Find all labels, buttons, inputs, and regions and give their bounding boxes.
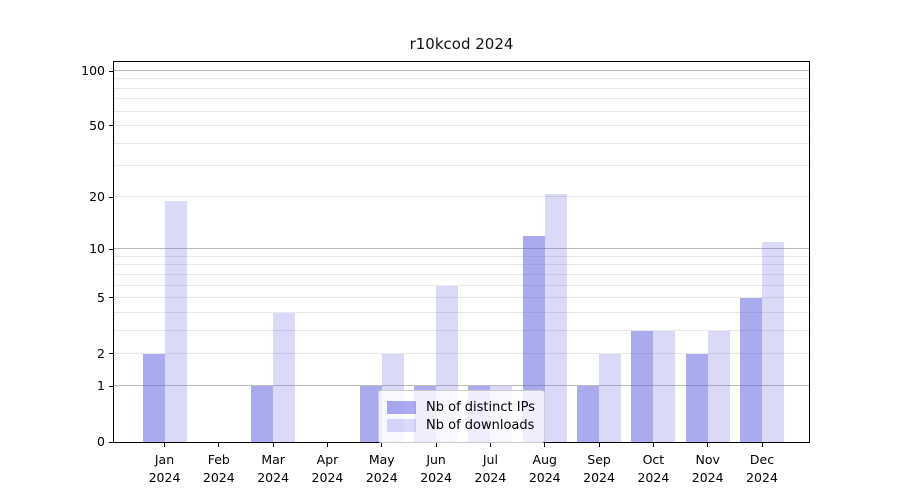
bar-nov-downloads [707,330,730,442]
minor-gridline [114,110,809,112]
y-tick-label: 10 [89,241,105,257]
bar-sep-ips [577,386,600,442]
x-tick-label-jun: Jun 2024 [420,452,452,486]
bar-nov-ips [685,353,708,442]
x-tick-label-mar: Mar 2024 [257,452,290,486]
bar-dec-downloads [762,242,785,442]
chart-title: r10kcod 2024 [409,35,514,53]
x-tick-label-nov: Nov 2024 [691,452,724,486]
minor-gridline [114,352,809,354]
plot-area: Nb of distinct IPs Nb of downloads [113,61,810,443]
bar-sep-downloads [599,353,622,442]
minor-gridline [114,142,809,144]
x-tick-mark [761,443,763,447]
legend-entry-downloads: Nb of downloads [387,418,535,433]
minor-gridline [114,311,809,313]
x-tick-label-aug: Aug 2024 [528,452,561,486]
y-tick-label: 100 [81,63,105,79]
legend-swatch-distinct-ips [387,401,416,414]
bar-dec-ips [740,297,763,442]
y-tick-mark [109,248,113,250]
y-tick-label: 20 [89,189,105,205]
minor-gridline [114,255,809,257]
minor-gridline [114,78,809,80]
x-tick-mark [435,443,437,447]
y-tick-mark [109,196,113,198]
legend-swatch-downloads [387,419,416,432]
y-tick-mark [109,297,113,299]
x-tick-label-may: May 2024 [365,452,398,486]
major-gridline [114,70,809,72]
y-tick-mark [109,125,113,127]
x-tick-label-sep: Sep 2024 [583,452,615,486]
x-tick-mark [489,443,491,447]
x-tick-mark [164,443,165,447]
x-tick-mark [652,443,654,447]
minor-gridline [114,296,809,298]
x-tick-mark [598,443,600,447]
minor-gridline [114,196,809,198]
y-tick-mark [109,353,113,355]
x-tick-mark [707,443,709,447]
minor-gridline [114,87,809,89]
chart-legend: Nb of distinct IPs Nb of downloads [378,390,545,443]
x-tick-mark [544,443,546,447]
major-gridline [114,248,809,250]
bar-aug-downloads [544,193,567,442]
x-tick-mark [272,443,274,447]
y-tick-label: 0 [97,434,105,449]
x-tick-label-dec: Dec 2024 [746,452,778,486]
y-tick-label: 50 [89,117,105,133]
minor-gridline [114,284,809,286]
bar-mar-ips [251,386,274,442]
x-tick-label-oct: Oct 2024 [637,452,670,486]
minor-gridline [114,273,809,275]
x-tick-label-apr: Apr 2024 [311,452,344,486]
x-tick-label-feb: Feb 2024 [202,452,235,486]
bar-oct-downloads [653,330,676,442]
y-tick-mark [109,70,113,72]
x-tick-label-jan: Jan 2024 [148,452,181,486]
bar-jan-ips [142,353,165,442]
x-tick-mark [218,443,220,447]
x-tick-label-jul: Jul 2024 [474,452,507,486]
legend-label-distinct-ips: Nb of distinct IPs [426,400,535,415]
legend-label-downloads: Nb of downloads [426,418,535,433]
y-tick-label: 5 [97,289,105,305]
bar-oct-ips [631,330,654,442]
minor-gridline [114,264,809,266]
minor-gridline [114,164,809,166]
minor-gridline [114,98,809,100]
bar-may-ips [359,386,382,442]
y-tick-label: 1 [97,378,105,394]
minor-gridline [114,329,809,331]
x-tick-mark [326,443,328,447]
x-tick-mark [381,443,383,447]
minor-gridline [114,124,809,126]
bar-mar-downloads [273,312,296,442]
legend-entry-distinct-ips: Nb of distinct IPs [387,400,535,415]
y-tick-mark [109,385,113,387]
y-tick-label: 2 [97,345,105,361]
y-tick-mark [109,441,113,443]
major-gridline [114,385,809,387]
bar-jan-downloads [164,201,187,442]
